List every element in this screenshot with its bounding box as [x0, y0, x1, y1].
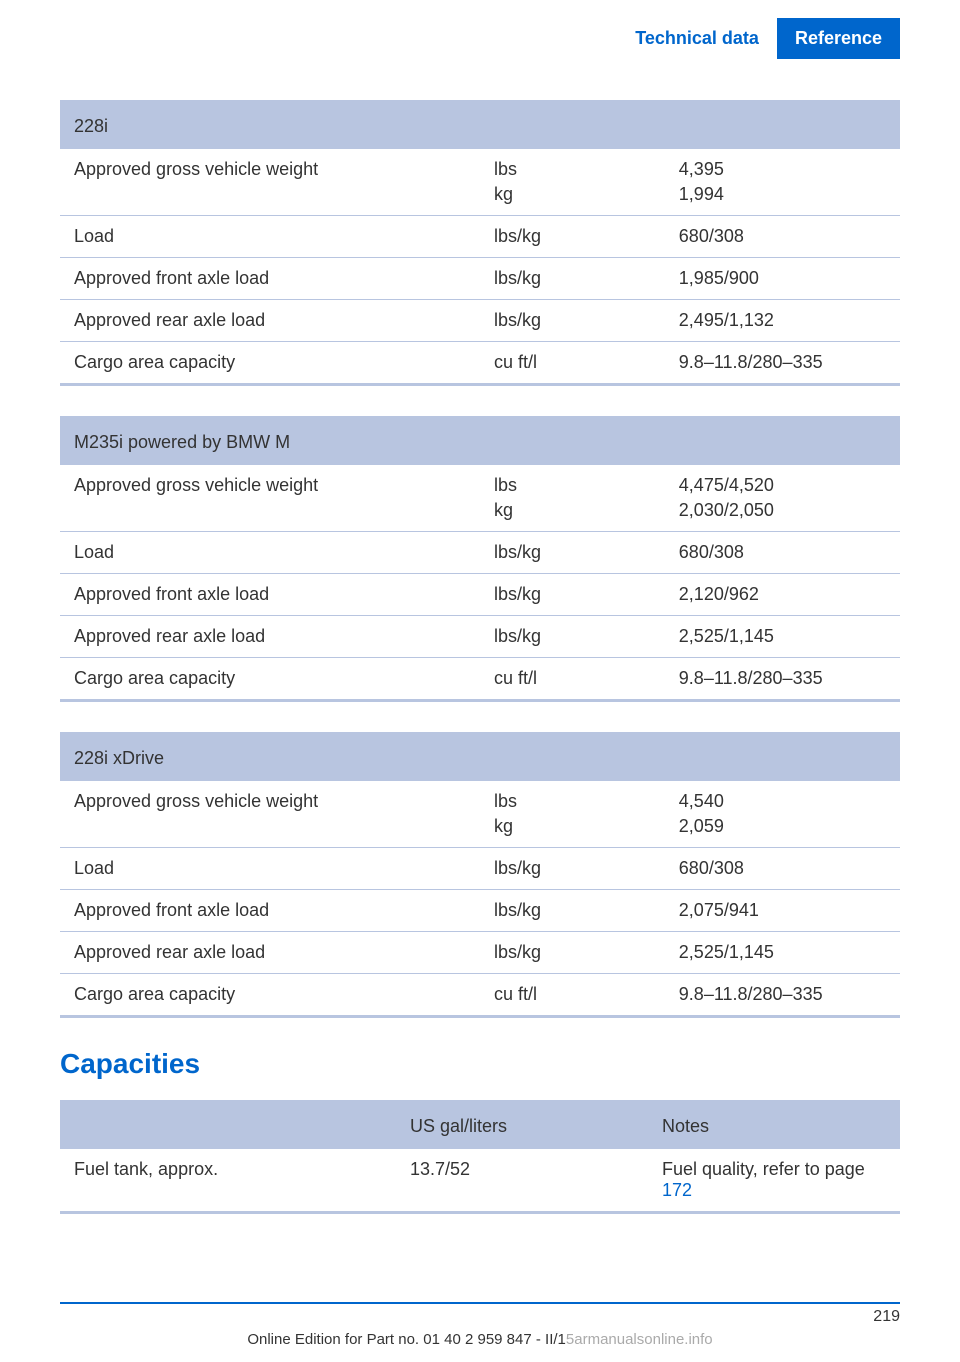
spec-label: Approved gross vehicle weight — [60, 149, 480, 216]
spec-unit: cu ft/l — [480, 342, 665, 385]
spec-value: 2,495/1,132 — [665, 300, 900, 342]
cap-header-empty — [60, 1102, 396, 1149]
spec-table-228i: 228i Approved gross vehicle weight lbskg… — [60, 100, 900, 386]
cap-note: Fuel quality, refer to page 172 — [648, 1149, 900, 1213]
spec-unit: lbs/kg — [480, 532, 665, 574]
spec-label: Approved rear axle load — [60, 300, 480, 342]
table-title: 228i — [60, 102, 900, 149]
spec-label: Approved rear axle load — [60, 932, 480, 974]
spec-table-m235i: M235i powered by BMW M Approved gross ve… — [60, 416, 900, 702]
spec-unit: lbskg — [480, 149, 665, 216]
spec-value: 1,985/900 — [665, 258, 900, 300]
header-tabs: Technical data Reference — [617, 18, 900, 59]
spec-value: 2,120/962 — [665, 574, 900, 616]
cap-value: 13.7/52 — [396, 1149, 648, 1213]
spec-label: Load — [60, 532, 480, 574]
table-title: M235i powered by BMW M — [60, 418, 900, 465]
section-title-capacities: Capacities — [60, 1048, 900, 1080]
spec-value: 680/308 — [665, 216, 900, 258]
spec-unit: lbs/kg — [480, 890, 665, 932]
spec-value: 2,075/941 — [665, 890, 900, 932]
spec-label: Load — [60, 848, 480, 890]
tab-technical-data: Technical data — [617, 18, 777, 59]
spec-value: 680/308 — [665, 532, 900, 574]
spec-unit: lbs/kg — [480, 932, 665, 974]
spec-label: Cargo area capacity — [60, 658, 480, 701]
spec-table-228i-xdrive: 228i xDrive Approved gross vehicle weigh… — [60, 732, 900, 1018]
page-content: 228i Approved gross vehicle weight lbskg… — [60, 100, 900, 1214]
spec-value: 9.8–11.8/280–335 — [665, 658, 900, 701]
spec-unit: lbs/kg — [480, 258, 665, 300]
spec-unit: lbs/kg — [480, 300, 665, 342]
page-link[interactable]: 172 — [662, 1180, 692, 1200]
spec-unit: lbskg — [480, 781, 665, 848]
spec-label: Approved front axle load — [60, 890, 480, 932]
spec-label: Approved front axle load — [60, 258, 480, 300]
spec-value: 2,525/1,145 — [665, 932, 900, 974]
spec-label: Cargo area capacity — [60, 974, 480, 1017]
spec-label: Approved gross vehicle weight — [60, 465, 480, 532]
spec-unit: cu ft/l — [480, 658, 665, 701]
capacities-table: US gal/liters Notes Fuel tank, approx. 1… — [60, 1100, 900, 1214]
spec-unit: lbs/kg — [480, 574, 665, 616]
tab-reference: Reference — [777, 18, 900, 59]
spec-label: Load — [60, 216, 480, 258]
cap-header-notes: Notes — [648, 1102, 900, 1149]
table-title: 228i xDrive — [60, 734, 900, 781]
page-number: 219 — [873, 1308, 900, 1326]
spec-value: 9.8–11.8/280–335 — [665, 342, 900, 385]
cap-label: Fuel tank, approx. — [60, 1149, 396, 1213]
spec-value: 4,5402,059 — [665, 781, 900, 848]
spec-unit: lbs/kg — [480, 616, 665, 658]
spec-value: 680/308 — [665, 848, 900, 890]
spec-value: 4,475/4,5202,030/2,050 — [665, 465, 900, 532]
cap-header-units: US gal/liters — [396, 1102, 648, 1149]
spec-label: Approved rear axle load — [60, 616, 480, 658]
spec-label: Approved front axle load — [60, 574, 480, 616]
spec-value: 9.8–11.8/280–335 — [665, 974, 900, 1017]
spec-label: Approved gross vehicle weight — [60, 781, 480, 848]
spec-label: Cargo area capacity — [60, 342, 480, 385]
footer-text: Online Edition for Part no. 01 40 2 959 … — [0, 1331, 960, 1348]
footer-line — [60, 1302, 900, 1304]
spec-value: 2,525/1,145 — [665, 616, 900, 658]
spec-unit: cu ft/l — [480, 974, 665, 1017]
spec-unit: lbskg — [480, 465, 665, 532]
spec-value: 4,3951,994 — [665, 149, 900, 216]
spec-unit: lbs/kg — [480, 216, 665, 258]
spec-unit: lbs/kg — [480, 848, 665, 890]
